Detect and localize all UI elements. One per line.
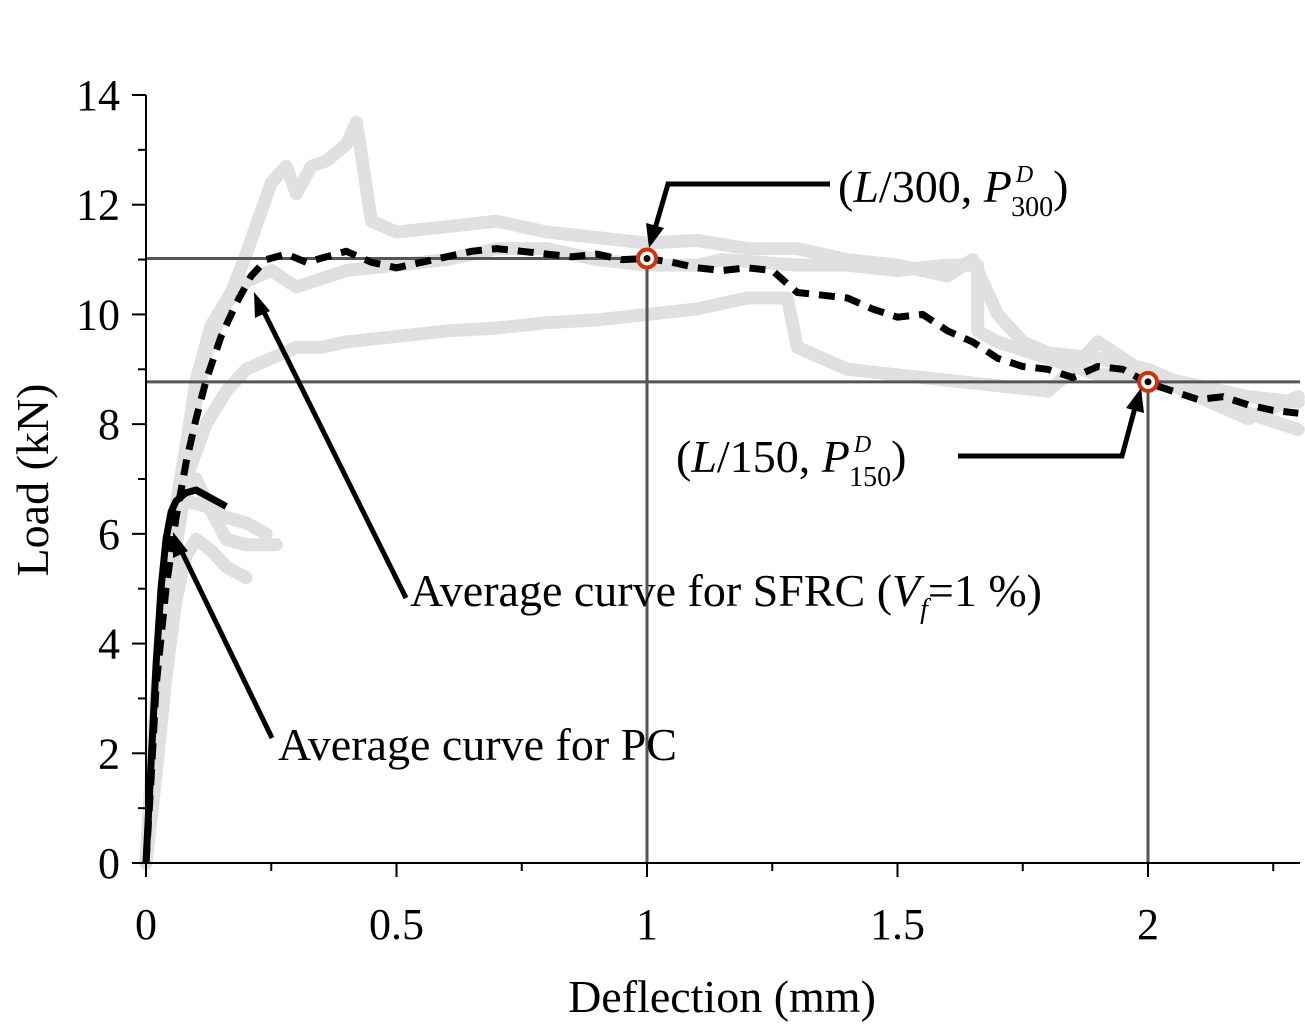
x-tick-label-1.5: 1.5	[870, 900, 925, 949]
annotation-arrowheads	[173, 223, 1144, 558]
x-tick-label-2: 2	[1137, 900, 1159, 949]
pc-average-curve	[142, 486, 228, 864]
average-curves	[142, 245, 1299, 864]
arrowhead-sfrc	[254, 292, 270, 318]
sfrc-average-curve	[142, 245, 1299, 864]
x-tick-label-0.5: 0.5	[369, 900, 424, 949]
arrowhead-l150	[1126, 388, 1144, 413]
y-tick-label-12: 12	[76, 181, 120, 230]
x-tick-label-0: 0	[135, 900, 157, 949]
annotation-l150: (L/150, P D 150)	[676, 431, 906, 493]
annotation-l300: (L/300, P D 300)	[838, 161, 1068, 223]
y-tick-label-10: 10	[76, 290, 120, 339]
y-tick-label-2: 2	[98, 729, 120, 778]
arrowhead-pc	[173, 532, 188, 558]
x-axis-title: Deflection (mm)	[568, 971, 876, 1022]
y-tick-label-14: 14	[76, 71, 120, 120]
annotation-sfrc: Average curve for SFRC (Vf=1 %)	[410, 565, 1042, 625]
marked-points	[636, 247, 1159, 393]
axes	[132, 94, 1300, 877]
y-tick-label-4: 4	[98, 620, 120, 669]
specimen-curve-4	[139, 291, 1305, 870]
y-tick-label-0: 0	[98, 839, 120, 888]
annotation-arrows	[177, 181, 1139, 740]
annotation-pc: Average curve for PC	[278, 719, 677, 770]
y-tick-label-8: 8	[98, 400, 120, 449]
x-tick-label-1: 1	[636, 900, 658, 949]
specimen-curve-3	[139, 242, 1305, 870]
arrow-pc	[177, 546, 275, 740]
marked-point-center-0	[643, 254, 651, 262]
arrow-sfrc	[259, 306, 409, 600]
arrowhead-l300	[646, 223, 664, 248]
y-tick-label-6: 6	[98, 510, 120, 559]
arrow-l300	[651, 181, 830, 233]
y-axis-title: Load (kN)	[7, 384, 58, 577]
reference-lines	[146, 256, 1300, 863]
tick-labels: 0 2 4 6 8 10 12 14 0 0.5 1 1.5 2	[76, 71, 1159, 949]
marked-point-center-1	[1144, 378, 1152, 386]
arrow-l150	[958, 403, 1139, 459]
